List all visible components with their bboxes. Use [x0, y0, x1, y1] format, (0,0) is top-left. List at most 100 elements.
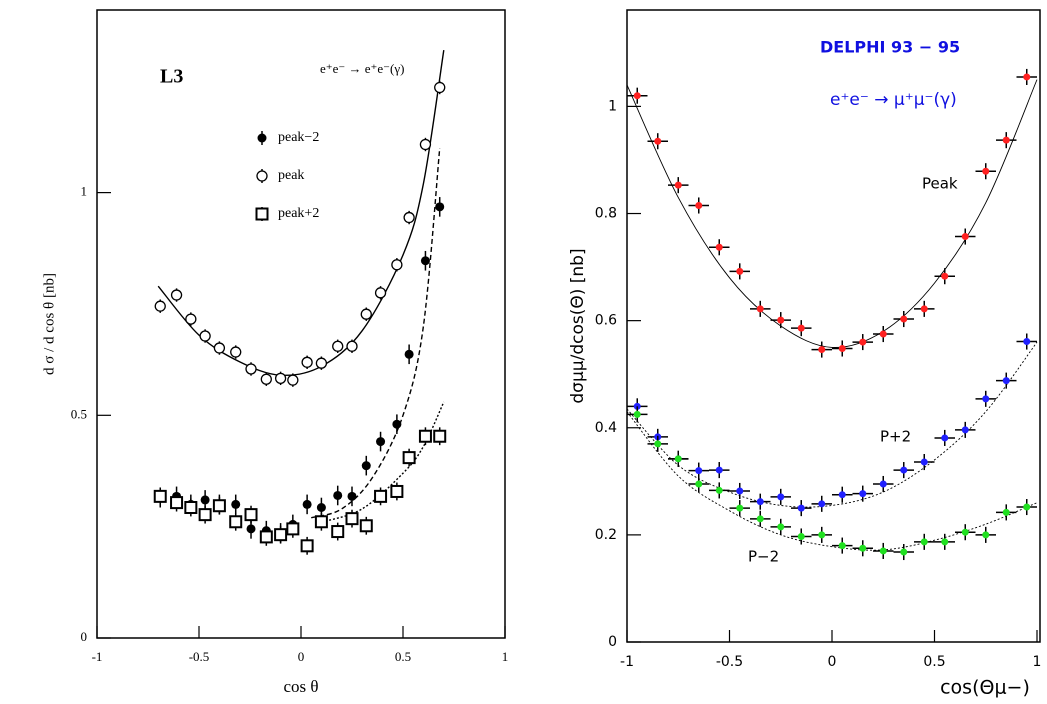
- y-axis-label: dσμμ/dcos(Θ) [nb]: [568, 248, 588, 403]
- data-point: [900, 466, 908, 474]
- x-tick-label: 0.5: [923, 654, 945, 670]
- data-point: [818, 531, 826, 539]
- data-point: [347, 491, 357, 501]
- data-point: [200, 495, 210, 505]
- data-point: [859, 544, 867, 552]
- data-point: [392, 419, 402, 429]
- y-tick-label: 0: [81, 629, 88, 644]
- annotation: e⁺e⁻ → μ⁺μ⁻(γ): [830, 90, 957, 110]
- data-point: [333, 490, 343, 500]
- data-point: [756, 305, 764, 313]
- data-point: [900, 315, 908, 323]
- data-point: [154, 300, 166, 312]
- data-point: [797, 532, 805, 540]
- y-axis-label: d σ / d cos θ [nb]: [41, 273, 57, 375]
- data-point: [715, 466, 723, 474]
- x-tick-label: -0.5: [716, 654, 743, 670]
- y-tick-label: 1: [608, 98, 617, 114]
- fit-curve: [321, 401, 445, 523]
- l3-panel: -1 -0.5 0 0.5 1 0 0.5 1 d σ / d cos θ [nb] cos θ L…: [41, 9, 509, 696]
- data-point: [404, 349, 414, 359]
- fit-curve: [626, 341, 1038, 508]
- data-point: [198, 508, 212, 522]
- annotation: P+2: [880, 428, 911, 446]
- annotation: Peak: [922, 175, 958, 193]
- data-point: [961, 528, 969, 536]
- x-tick-label: 1: [502, 649, 509, 664]
- data-point: [941, 272, 949, 280]
- annotation: e⁺e⁻ → e⁺e⁻(γ): [320, 61, 404, 76]
- fit-curve: [626, 411, 1038, 551]
- data-point: [920, 458, 928, 466]
- data-point: [244, 508, 258, 522]
- data-point: [982, 395, 990, 403]
- data-point: [982, 531, 990, 539]
- x-tick-label: -0.5: [189, 649, 210, 664]
- x-tick-label: -1: [620, 654, 634, 670]
- annotation: DELPHI 93 − 95: [820, 38, 960, 57]
- data-point: [879, 547, 887, 555]
- data-point: [920, 538, 928, 546]
- data-point: [246, 524, 256, 534]
- data-point: [315, 357, 328, 369]
- data-point: [434, 81, 446, 94]
- data-point: [715, 486, 723, 494]
- data-point: [674, 455, 682, 463]
- data-point: [1002, 508, 1010, 516]
- legend-marker: [255, 207, 269, 221]
- x-tick-label: 0: [828, 654, 837, 670]
- data-point: [695, 480, 703, 488]
- data-point: [199, 330, 211, 342]
- x-axis-label: cos θ: [283, 677, 318, 696]
- data-point: [212, 499, 226, 513]
- data-point: [777, 523, 785, 531]
- data-point: [230, 346, 242, 358]
- data-point: [376, 437, 386, 447]
- data-point: [332, 340, 344, 352]
- data-point: [1002, 136, 1010, 144]
- data-point: [245, 363, 257, 375]
- data-point: [1002, 377, 1010, 385]
- y-tick-label: 0.4: [595, 420, 617, 436]
- data-point: [1023, 73, 1031, 81]
- data-point: [941, 434, 949, 442]
- data-point: [390, 484, 404, 498]
- data-point: [674, 181, 682, 189]
- data-point: [1023, 338, 1031, 346]
- x-axis-label: cos(Θμ−): [940, 677, 1030, 699]
- data-point: [359, 519, 373, 533]
- x-tick-label: 1: [1033, 654, 1042, 670]
- data-point: [402, 451, 416, 465]
- y-tick-label: 0.6: [595, 313, 617, 329]
- data-point: [777, 316, 785, 324]
- x-tick-label: -1: [92, 649, 103, 664]
- data-point: [756, 498, 764, 506]
- annotation: P−2: [748, 548, 779, 566]
- data-point: [859, 338, 867, 346]
- data-point: [736, 504, 744, 512]
- data-point: [818, 346, 826, 354]
- data-point: [185, 313, 197, 325]
- data-point: [756, 515, 764, 523]
- data-point: [360, 308, 372, 320]
- data-point: [274, 528, 288, 542]
- y-tick-label: 0: [608, 634, 617, 650]
- data-point: [345, 512, 359, 526]
- plot-frame: [626, 9, 1041, 643]
- x-tick-label: 0.5: [395, 649, 411, 664]
- data-point: [818, 500, 826, 508]
- data-point: [331, 525, 345, 539]
- data-point: [346, 340, 358, 352]
- data-point: [231, 499, 241, 509]
- data-point: [286, 522, 300, 536]
- data-point: [859, 490, 867, 498]
- data-point: [301, 356, 313, 368]
- data-point: [695, 201, 703, 209]
- data-point: [361, 461, 371, 471]
- legend-label: peak−2: [278, 130, 319, 145]
- data-point: [797, 324, 805, 332]
- data-point: [838, 344, 846, 352]
- data-point: [403, 211, 415, 224]
- data-point: [941, 538, 949, 546]
- data-point: [170, 289, 183, 301]
